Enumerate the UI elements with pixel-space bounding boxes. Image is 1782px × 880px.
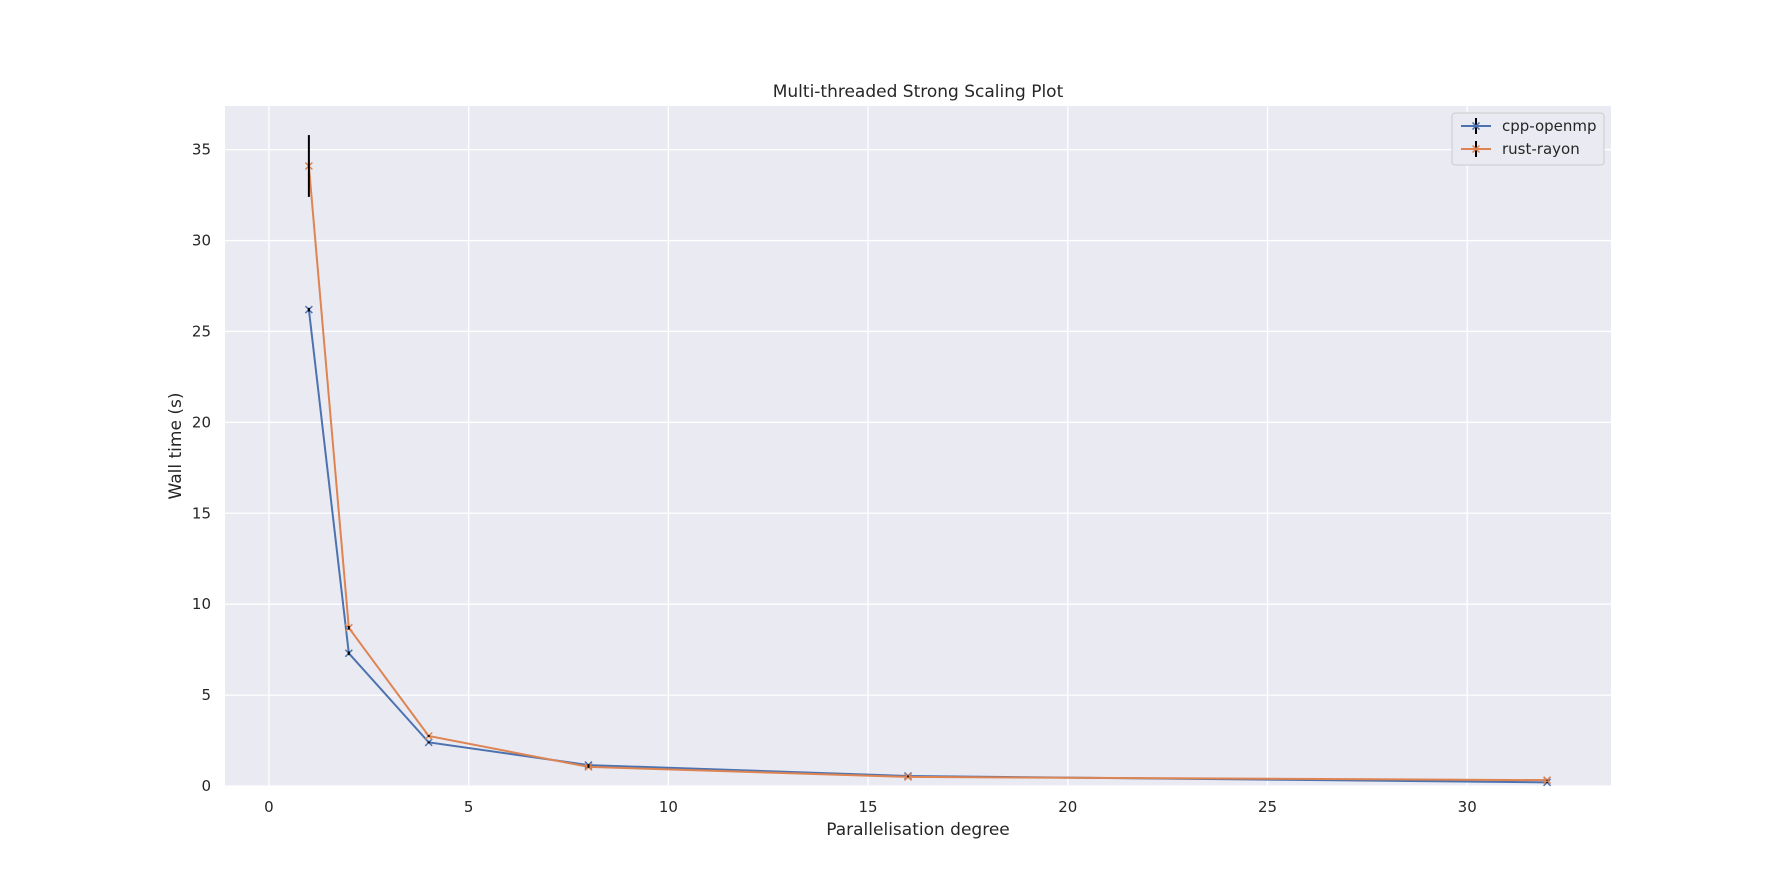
y-axis-ticks: 0 5 10 15 20 25 30 35: [192, 141, 211, 795]
legend-entry-cpp-openmp: cpp-openmp: [1461, 117, 1597, 135]
series-line: [307, 165, 1548, 782]
y-axis-label: Wall time (s): [166, 393, 186, 500]
y-tick-label: 15: [192, 504, 211, 522]
y-tick-label: 30: [192, 232, 211, 250]
y-tick-label: 25: [192, 322, 211, 340]
legend-entry-rust-rayon: rust-rayon: [1461, 140, 1580, 158]
y-tick-label: 10: [192, 595, 211, 613]
chart-title: Multi-threaded Strong Scaling Plot: [773, 82, 1064, 102]
x-tick-label: 10: [659, 798, 678, 816]
x-tick-label: 20: [1058, 798, 1077, 816]
legend-label: rust-rayon: [1502, 140, 1580, 158]
x-axis-label: Parallelisation degree: [826, 820, 1009, 840]
x-tick-label: 5: [464, 798, 474, 816]
y-tick-label: 0: [201, 777, 211, 795]
y-tick-label: 5: [201, 686, 211, 704]
grid: [225, 106, 1611, 787]
x-tick-label: 15: [859, 798, 878, 816]
x-tick-label: 0: [264, 798, 274, 816]
y-tick-label: 35: [192, 141, 211, 159]
legend: cpp-openmp rust-rayon: [1451, 112, 1605, 166]
y-tick-label: 20: [192, 413, 211, 431]
x-tick-label: 25: [1258, 798, 1277, 816]
x-axis-ticks: 0 5 10 15 20 25 30: [264, 798, 1477, 816]
plot-area: [225, 106, 1611, 786]
error-bars: [307, 135, 1549, 783]
x-tick-label: 30: [1458, 798, 1477, 816]
series-layer: [304, 161, 1552, 787]
legend-label: cpp-openmp: [1502, 117, 1597, 135]
